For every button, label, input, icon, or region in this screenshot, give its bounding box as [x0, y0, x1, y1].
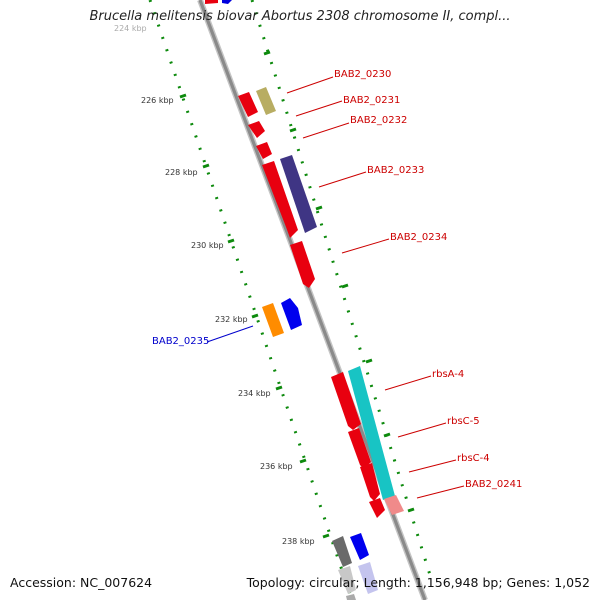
gene-arrow	[332, 536, 352, 567]
inner-tick	[275, 385, 283, 391]
inner-tick	[322, 533, 330, 539]
gene-bab2-0233-outer	[280, 155, 317, 233]
gene-bab2-0235-blue	[281, 298, 302, 330]
gene-arrow	[350, 533, 369, 560]
tick-label: 226 kbp	[141, 96, 174, 105]
tick-label: 234 kbp	[238, 389, 271, 398]
outer-tick	[263, 50, 271, 56]
outer-tick	[341, 283, 349, 289]
gene-bab2-0234	[290, 241, 315, 288]
inner-track-dots	[148, 0, 354, 601]
gene-bab2-0235	[262, 303, 284, 337]
tick-label: 238 kbp	[282, 537, 315, 546]
gene-bab2-0230	[256, 87, 276, 115]
accession-text: Accession: NC_007624	[10, 575, 153, 590]
outer-tick	[383, 432, 391, 438]
outer-tick	[407, 507, 415, 513]
outer-tick	[289, 127, 297, 133]
gene-arrow	[256, 142, 272, 159]
gene-label-bab2-0232: BAB2_0232	[350, 115, 407, 126]
inner-tick	[227, 238, 235, 244]
gene-label-bab2-0234: BAB2_0234	[390, 232, 447, 243]
gene-bab2-0232	[248, 121, 265, 138]
callout-line	[341, 238, 390, 254]
gene-arrow	[338, 566, 356, 594]
callout-line	[318, 171, 367, 188]
inner-tick	[202, 163, 210, 169]
callout-line	[206, 325, 254, 343]
gene-label-rbsc-4: rbsC-4	[457, 453, 490, 464]
tick-label: 230 kbp	[191, 241, 224, 250]
outer-track-dots	[250, 0, 432, 576]
outer-tick	[365, 358, 373, 364]
callout-line	[384, 375, 432, 391]
tick-label: 232 kbp	[215, 315, 248, 324]
gene-rbsc-4	[360, 463, 380, 501]
gene-label-bab2-0233: BAB2_0233	[367, 165, 424, 176]
gene-rbsa-4	[331, 372, 361, 430]
gene-label-bab2-0230: BAB2_0230	[334, 69, 391, 80]
gene-arrow	[205, 0, 218, 4]
inner-tick	[179, 93, 187, 99]
gene-arrow	[358, 562, 378, 594]
gene-bab2-0233	[262, 161, 298, 238]
callout-line	[397, 422, 447, 438]
callout-line	[408, 459, 457, 473]
outer-tick	[315, 205, 323, 211]
callout-line	[302, 122, 350, 139]
topology-summary: Topology: circular; Length: 1,156,948 bp…	[246, 575, 590, 590]
callout-line	[295, 100, 343, 117]
tick-label: 236 kbp	[260, 462, 293, 471]
inner-tick	[299, 458, 307, 464]
map-title: Brucella melitensis biovar Abortus 2308 …	[89, 9, 511, 24]
gene-bab2-0241	[369, 498, 385, 518]
tick-label: 228 kbp	[165, 168, 198, 177]
gene-label-rbsa-4: rbsA-4	[432, 369, 464, 380]
inner-major-ticks	[179, 93, 330, 539]
gene-rbsc-5	[348, 428, 371, 469]
inner-tick	[251, 313, 259, 319]
outer-major-ticks	[263, 50, 415, 513]
gene-label-bab2-0241: BAB2_0241	[465, 479, 522, 490]
gene-label-bab2-0235: BAB2_0235	[152, 336, 209, 347]
gene-bab2-0231	[238, 92, 258, 117]
gene-rbsa-4-outer	[348, 366, 395, 500]
gene-arrow	[222, 0, 232, 4]
callout-line	[286, 76, 334, 94]
gene-bab2-0241-outer	[384, 495, 404, 515]
gene-arrow	[346, 594, 356, 600]
gene-label-bab2-0231: BAB2_0231	[343, 95, 400, 106]
tick-label: 224 kbp	[114, 24, 147, 33]
gene-label-rbsc-5: rbsC-5	[447, 416, 480, 427]
callout-line	[416, 485, 465, 499]
